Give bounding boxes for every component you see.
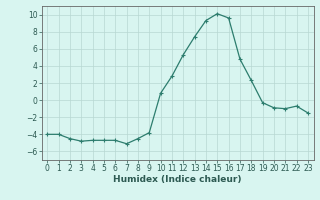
X-axis label: Humidex (Indice chaleur): Humidex (Indice chaleur) xyxy=(113,175,242,184)
